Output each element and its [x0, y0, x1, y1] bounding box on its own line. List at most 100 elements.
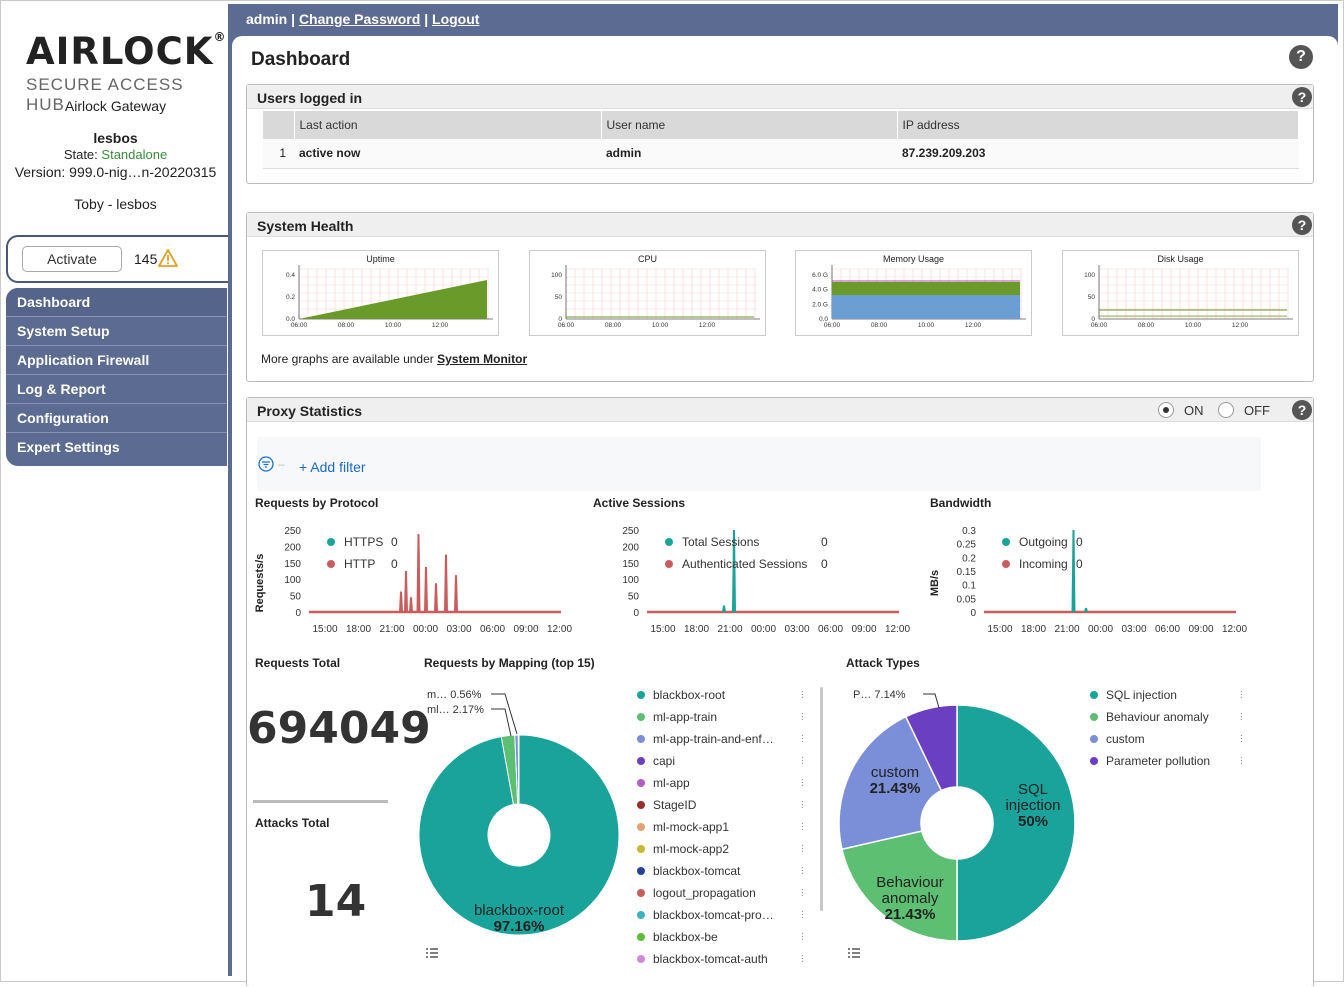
legend-item[interactable]: Behaviour anomaly — [1090, 710, 1209, 724]
x-tick-label: 06:00 — [558, 322, 575, 329]
disk-usage-chart[interactable]: Disk Usage 100 50 0 06:00 08:00 10:00 12:00 — [1062, 250, 1299, 336]
legend-item[interactable]: ml-mock-app2 — [637, 842, 729, 856]
legend-item[interactable]: blackbox-tomcat-pro… — [637, 908, 774, 922]
legend-label: Total Sessions — [682, 535, 759, 549]
x-tick-label: 00:00 — [1088, 624, 1113, 635]
legend-item[interactable]: ml-app — [637, 776, 690, 790]
legend-item[interactable]: blackbox-tomcat-auth — [637, 952, 768, 966]
y-tick-label: 4.0 G — [812, 287, 828, 294]
legend-item[interactable]: blackbox-root — [637, 688, 725, 702]
memory-usage-chart[interactable]: Memory Usage 6.0 G 4.0 G 2.0 G 0.0 06:00 08:00… — [795, 250, 1032, 336]
table-row: 1 active now admin 87.239.209.203 — [263, 139, 1299, 169]
list-view-icon[interactable] — [425, 947, 439, 959]
kebab-menu-icon[interactable]: ... — [801, 684, 804, 701]
legend-dot — [637, 713, 645, 721]
legend-item[interactable]: blackbox-tomcat — [637, 864, 740, 878]
x-tick-label: 21:00 — [717, 624, 742, 635]
nav-expert-settings[interactable]: Expert Settings — [17, 439, 120, 455]
legend-item[interactable]: ml-app-train-and-enf… — [637, 732, 774, 746]
page-help-icon[interactable]: ? — [1289, 45, 1313, 69]
nav-application-firewall[interactable]: Application Firewall — [6, 346, 227, 375]
kebab-menu-icon[interactable]: ... — [801, 860, 804, 877]
kebab-menu-icon[interactable]: ... — [801, 926, 804, 943]
activation-box: Activate 145 — [6, 235, 228, 283]
legend-item[interactable]: ml-mock-app1 — [637, 820, 729, 834]
kebab-menu-icon[interactable]: ... — [1240, 728, 1243, 745]
nav-dashboard[interactable]: Dashboard — [6, 288, 227, 317]
filter-bar: – + Add filter — [257, 437, 1261, 491]
proxy-help-icon[interactable]: ? — [1292, 400, 1312, 420]
legend-item[interactable]: capi — [637, 754, 675, 768]
y-tick-label: 0.1 — [962, 581, 976, 592]
proxy-off-radio[interactable] — [1218, 402, 1234, 418]
list-view-icon[interactable] — [847, 947, 861, 959]
col-ip-address[interactable]: IP address — [897, 111, 1299, 139]
change-password-link[interactable]: Change Password — [298, 11, 421, 27]
spike-mark — [409, 597, 413, 612]
kebab-menu-icon[interactable]: ... — [1240, 750, 1243, 767]
nav-log-report[interactable]: Log & Report — [6, 375, 227, 404]
kebab-menu-icon[interactable]: ... — [801, 948, 804, 965]
legend-item[interactable]: Parameter pollution — [1090, 754, 1210, 768]
kebab-menu-icon[interactable]: ... — [1240, 684, 1243, 701]
cpu-chart[interactable]: CPU 100 50 0 06:00 08:00 10:00 12:00 — [529, 250, 766, 336]
users-help-icon[interactable]: ? — [1292, 87, 1312, 107]
y-tick-label: 0.25 — [957, 540, 977, 551]
kebab-menu-icon[interactable]: ... — [801, 772, 804, 789]
kebab-menu-icon[interactable]: ... — [801, 728, 804, 745]
attack-types-pie[interactable]: SQLinjection50%Behaviouranomaly21.43%cus… — [839, 680, 1089, 950]
x-tick-label: 15:00 — [987, 624, 1012, 635]
kebab-menu-icon[interactable]: ... — [1240, 706, 1243, 723]
filter-icon[interactable] — [258, 456, 274, 472]
kebab-menu-icon[interactable]: ... — [801, 882, 804, 899]
y-tick-label: 150 — [284, 559, 301, 570]
legend-dot — [637, 911, 645, 919]
x-tick-label: 06:00 — [1091, 322, 1108, 329]
host-state: State: Standalone — [63, 147, 168, 162]
kebab-menu-icon[interactable]: ... — [801, 706, 804, 723]
x-tick-label: 10:00 — [918, 322, 935, 329]
nav-configuration[interactable]: Configuration — [6, 404, 227, 433]
system-health-help-icon[interactable]: ? — [1292, 215, 1312, 235]
kebab-menu-icon[interactable]: ... — [801, 816, 804, 833]
legend-item[interactable]: blackbox-be — [637, 930, 718, 944]
x-tick-label: 03:00 — [784, 624, 809, 635]
col-user-name[interactable]: User name — [601, 111, 898, 139]
legend-item[interactable]: SQL injection — [1090, 688, 1177, 702]
active-sessions-chart[interactable]: 250 200 150 100 50 0 15:00 18:00 21:00 00:00 03:00… — [591, 516, 921, 641]
y-tick-label: 100 — [551, 272, 562, 279]
col-last-action[interactable]: Last action — [294, 111, 602, 139]
x-tick-label: 00:00 — [751, 624, 776, 635]
system-monitor-link[interactable]: System Monitor — [437, 352, 528, 366]
legend-item[interactable]: ml-app-train — [637, 710, 717, 724]
nav-system-setup[interactable]: System Setup — [6, 317, 227, 346]
bandwidth-chart[interactable]: MB/s 0.3 0.25 0.2 0.15 0.1 0.05 0 15:00 18:00 21:0… — [928, 516, 1258, 641]
pie-slice — [419, 734, 620, 936]
legend-label: ml-mock-app1 — [653, 820, 730, 834]
page-title: Dashboard — [251, 49, 351, 70]
logout-link[interactable]: Logout — [432, 11, 480, 27]
legend-dot — [637, 955, 645, 963]
legend-item[interactable]: custom — [1090, 732, 1145, 746]
kebab-menu-icon[interactable]: ... — [801, 750, 804, 767]
add-filter-button[interactable]: + Add filter — [299, 459, 366, 475]
proxy-statistics-title: Proxy Statistics — [247, 398, 1313, 422]
activate-button[interactable]: Activate — [22, 246, 122, 272]
kebab-menu-icon[interactable]: ... — [801, 904, 804, 921]
legend-dot — [637, 779, 645, 787]
x-tick-label: 12:00 — [1222, 624, 1247, 635]
legend-dot — [637, 757, 645, 765]
proxy-on-radio[interactable] — [1158, 402, 1174, 418]
slice-label: Behaviour — [876, 874, 944, 891]
uptime-chart[interactable]: Uptime 0.4 0.2 0.0 06:00 08:00 10:00 12:00 — [262, 250, 499, 336]
kebab-menu-icon[interactable]: ... — [801, 794, 804, 811]
requests-by-protocol-chart[interactable]: Requests/s 250 200 150 100 50 0 15:00 18:00 21:00… — [253, 516, 583, 641]
legend-value: 0 — [391, 557, 398, 571]
kebab-menu-icon[interactable]: ... — [801, 838, 804, 855]
x-tick-label: 10:00 — [652, 322, 669, 329]
legend-item[interactable]: logout_propagation — [637, 886, 756, 900]
legend-scrollbar[interactable] — [820, 687, 823, 911]
legend-item[interactable]: StageID — [637, 798, 696, 812]
legend-dot — [637, 691, 645, 699]
